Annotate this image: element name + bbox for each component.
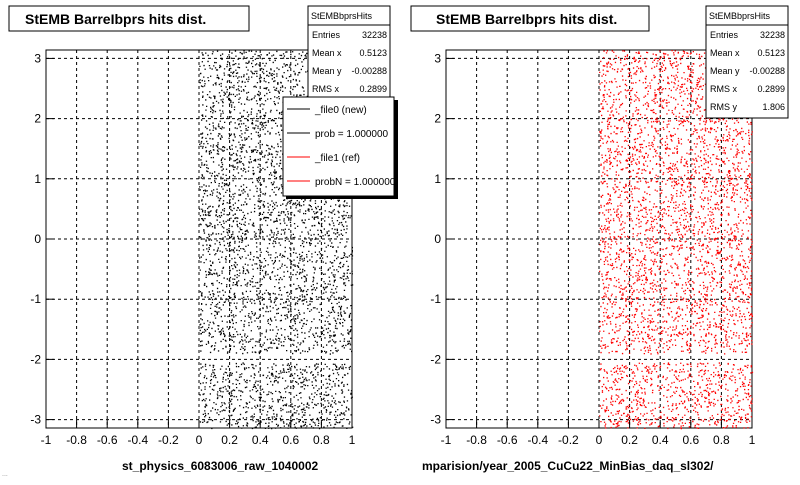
- right-y-ticks: -3 -2 -1 0 1 2 3: [430, 51, 454, 427]
- y-tick-label: 2: [434, 112, 441, 126]
- left-stats-name: StEMBbprsHits: [311, 11, 373, 21]
- stats-value: -0.00288: [749, 66, 785, 76]
- y-tick-label: -2: [30, 352, 41, 366]
- right-panel: StEMB BarreIbprs hits dist. -1 -0.8 -0.6 -0…: [410, 5, 789, 473]
- x-tick-label: -1: [441, 433, 452, 447]
- x-tick-label: -0.2: [558, 433, 579, 447]
- left-stats-box: StEMBbprsHits Entries 32238 Mean x 0.512…: [307, 5, 391, 99]
- x-tick-label: -0.2: [158, 433, 179, 447]
- y-tick-label: 3: [34, 51, 41, 65]
- y-tick-label: 1: [434, 172, 441, 186]
- left-panel: StEMB BarreIbprs hits dist. -1 -0.8 -0.6 -0…: [8, 5, 398, 473]
- y-tick-label: -3: [430, 413, 441, 427]
- y-tick-label: 2: [34, 112, 41, 126]
- stats-label: Mean y: [710, 66, 740, 76]
- y-tick-label: -3: [30, 413, 41, 427]
- x-tick-label: 0.6: [282, 433, 299, 447]
- y-tick-label: -2: [430, 352, 441, 366]
- y-tick-label: 1: [34, 172, 41, 186]
- x-tick-label: 0.8: [313, 433, 330, 447]
- stats-label: Mean x: [710, 48, 740, 58]
- x-tick-label: 0.2: [621, 433, 638, 447]
- stats-value: 32238: [362, 30, 387, 40]
- stats-label: Mean x: [312, 48, 342, 58]
- legend-label-prob: prob = 1.000000: [315, 129, 389, 140]
- x-tick-label: 0.2: [221, 433, 238, 447]
- x-tick-label: -0.8: [466, 433, 487, 447]
- left-x-ticks: -1 -0.8 -0.6 -0.4 -0.2 0 0.2 0.4 0.6 0.8 1: [41, 420, 356, 447]
- stats-label: RMS x: [710, 84, 738, 94]
- stats-value: 0.2899: [757, 84, 785, 94]
- legend-label-probN: probN = 1.000000: [315, 177, 396, 188]
- x-tick-label: 0: [596, 433, 603, 447]
- x-tick-label: 1: [349, 433, 356, 447]
- x-tick-label: 0.4: [652, 433, 669, 447]
- legend: _file0 (new) prob = 1.000000 _file1 (ref…: [282, 96, 398, 199]
- stats-label: RMS y: [710, 102, 738, 112]
- stats-label: Entries: [710, 30, 739, 40]
- stats-value: 0.5123: [359, 48, 387, 58]
- x-tick-label: 0.4: [252, 433, 269, 447]
- x-tick-label: -0.6: [497, 433, 518, 447]
- stats-value: -0.00288: [351, 66, 387, 76]
- left-xlabel: st_physics_6083006_raw_1040002: [122, 459, 318, 473]
- y-tick-label: 3: [434, 51, 441, 65]
- stats-label: RMS x: [312, 84, 340, 94]
- x-tick-label: -0.4: [527, 433, 548, 447]
- y-tick-label: -1: [30, 292, 41, 306]
- x-tick-label: -1: [41, 433, 52, 447]
- stats-value: 0.2899: [359, 84, 387, 94]
- right-x-ticks: -1 -0.8 -0.6 -0.4 -0.2 0 0.2 0.4 0.6 0.8 1: [441, 420, 756, 447]
- right-stats-box: StEMBbprsHits Entries 32238 Mean x 0.512…: [705, 5, 789, 119]
- x-tick-label: -0.4: [127, 433, 148, 447]
- legend-label-file1: _file1 (ref): [314, 153, 360, 164]
- bottom-left-caption: ...: [2, 471, 8, 478]
- stats-value: 1.806: [762, 102, 785, 112]
- x-tick-label: 1: [749, 433, 756, 447]
- stats-label: Mean y: [312, 66, 342, 76]
- left-title-box: [8, 5, 250, 32]
- right-xlabel: mparision/year_2005_CuCu22_MinBias_daq_s…: [422, 459, 714, 473]
- right-title: StEMB BarreIbprs hits dist.: [436, 11, 617, 27]
- legend-label-file0: _file0 (new): [314, 105, 367, 116]
- x-tick-label: -0.8: [66, 433, 87, 447]
- left-title: StEMB BarreIbprs hits dist.: [25, 11, 206, 27]
- x-tick-label: 0: [196, 433, 203, 447]
- x-tick-label: -0.6: [97, 433, 118, 447]
- right-title-box: [410, 5, 650, 32]
- stats-label: Entries: [312, 30, 341, 40]
- x-tick-label: 0.6: [682, 433, 699, 447]
- y-tick-label: 0: [34, 232, 41, 246]
- stats-value: 0.5123: [757, 48, 785, 58]
- stats-value: 32238: [760, 30, 785, 40]
- left-y-ticks: -3 -2 -1 0 1 2 3: [30, 51, 54, 427]
- right-stats-name: StEMBbprsHits: [709, 11, 771, 21]
- y-tick-label: 0: [434, 232, 441, 246]
- y-tick-label: -1: [430, 292, 441, 306]
- x-tick-label: 0.8: [713, 433, 730, 447]
